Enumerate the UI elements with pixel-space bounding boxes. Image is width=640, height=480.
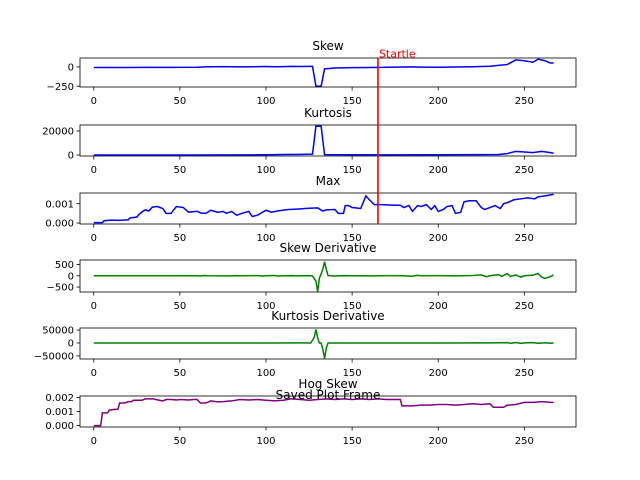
series-line	[93, 398, 554, 427]
x-tick-label: 100	[256, 368, 275, 379]
y-tick-label: 50000	[42, 326, 74, 337]
y-tick-label: 0.000	[45, 421, 74, 432]
x-tick-label: 250	[515, 233, 534, 244]
subplot-title: Max	[316, 174, 341, 188]
x-tick-label: 0	[91, 165, 97, 176]
y-tick-label: 0	[68, 339, 74, 350]
series-line	[93, 125, 554, 156]
x-tick-label: 250	[515, 96, 534, 107]
subplot-title: Kurtosis Derivative	[271, 309, 384, 323]
y-tick-label: 500	[55, 260, 74, 271]
x-tick-label: 200	[429, 233, 448, 244]
x-tick-label: 250	[515, 368, 534, 379]
startle-marker: Startle	[377, 48, 416, 224]
x-tick-label: 0	[91, 96, 97, 107]
subplot-title: Skew	[312, 39, 344, 53]
marker-label: Startle	[379, 48, 416, 61]
y-tick-label: 0	[68, 151, 74, 162]
x-tick-label: 0	[91, 436, 97, 447]
x-tick-label: 200	[429, 301, 448, 312]
axes-frame	[79, 57, 577, 88]
x-tick-label: 50	[174, 368, 187, 379]
axes-frame	[79, 124, 577, 157]
x-tick-label: 50	[174, 96, 187, 107]
axes-frame	[79, 327, 577, 360]
subplot-1: 0 50 100 150 200 250 0 −250 Skew	[47, 39, 577, 107]
x-tick-label: 150	[343, 96, 362, 107]
x-tick-label: 150	[343, 233, 362, 244]
x-tick-label: 100	[256, 436, 275, 447]
x-tick-label: 150	[343, 436, 362, 447]
y-tick-label: 0.000	[45, 219, 74, 230]
x-tick-label: 150	[343, 165, 362, 176]
x-tick-label: 100	[256, 165, 275, 176]
subplot-panels: 0 50 100 150 200 250 0 −250 Skew 0 50 100 150 200 250 2…	[34, 39, 577, 447]
y-tick-label: 0.001	[45, 199, 74, 210]
subplot-6: 0 50 100 150 200 250 0.002 0.001 0.000 Hog Skew	[45, 377, 577, 447]
series-line	[93, 329, 554, 359]
series-line	[93, 193, 554, 224]
series-line	[93, 58, 554, 87]
y-tick-label: −50000	[34, 352, 74, 363]
figure-suptitle: Saved Plot Frame	[276, 388, 381, 402]
subplot-3: 0 50 100 150 200 250 0.001 0.000 Max	[45, 174, 577, 244]
x-tick-label: 50	[174, 436, 187, 447]
y-tick-label: 0.002	[45, 393, 74, 404]
subplot-5: 0 50 100 150 200 250 50000 0 −50000 Kurtosis Deri…	[34, 309, 577, 379]
x-tick-label: 250	[515, 436, 534, 447]
y-tick-label: 0.001	[45, 407, 74, 418]
y-tick-label: 0	[68, 271, 74, 282]
subplot-title: Skew Derivative	[279, 241, 376, 255]
x-tick-label: 100	[256, 96, 275, 107]
x-tick-label: 200	[429, 165, 448, 176]
x-tick-label: 0	[91, 368, 97, 379]
x-tick-label: 0	[91, 233, 97, 244]
subplot-title: Hog Skew	[298, 377, 357, 391]
y-tick-label: −250	[47, 82, 74, 93]
x-tick-label: 250	[515, 165, 534, 176]
x-tick-label: 150	[343, 368, 362, 379]
subplot-2: 0 50 100 150 200 250 20000 0 Kurtosis	[42, 106, 577, 176]
y-tick-label: 0	[68, 62, 74, 73]
y-tick-label: −500	[47, 283, 74, 294]
series-line	[93, 261, 554, 292]
x-tick-label: 0	[91, 301, 97, 312]
x-tick-label: 50	[174, 165, 187, 176]
axes-frame	[79, 192, 577, 225]
x-tick-label: 200	[429, 368, 448, 379]
subplot-title: Kurtosis	[304, 106, 352, 120]
x-tick-label: 200	[429, 96, 448, 107]
x-tick-label: 50	[174, 233, 187, 244]
x-tick-label: 150	[343, 301, 362, 312]
x-tick-label: 250	[515, 301, 534, 312]
x-tick-label: 100	[256, 301, 275, 312]
y-tick-label: 20000	[42, 127, 74, 138]
x-tick-label: 200	[429, 436, 448, 447]
x-tick-label: 50	[174, 301, 187, 312]
x-tick-label: 100	[256, 233, 275, 244]
